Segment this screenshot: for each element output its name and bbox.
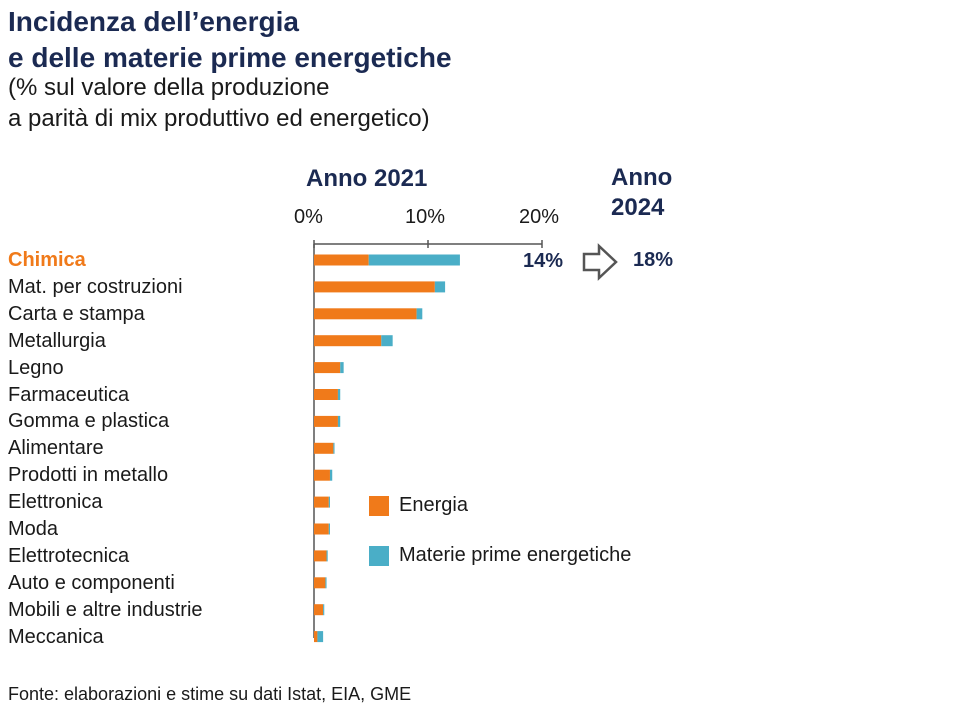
bar-materie — [337, 415, 341, 427]
bar-energia — [314, 389, 338, 400]
legend-label-energia: Energia — [399, 494, 468, 516]
category-label: Metallurgia — [8, 329, 106, 352]
chart-title: Incidenza dell’energia e delle materie p… — [8, 4, 452, 76]
bar-materie — [381, 335, 393, 347]
category-label: Mat. per costruzioni — [8, 275, 183, 298]
source-note: Fonte: elaborazioni e stime su dati Ista… — [8, 684, 412, 704]
bar-energia — [314, 631, 318, 643]
category-label: Auto e componenti — [8, 571, 175, 594]
category-label: Elettrotecnica — [8, 544, 130, 567]
bars-group — [314, 254, 460, 643]
bar-energia — [314, 415, 338, 427]
category-label: Carta e stampa — [8, 302, 145, 325]
bar-materie — [368, 254, 460, 266]
bar-materie — [416, 308, 423, 320]
bar-energia — [314, 604, 324, 616]
header-2024-line-1: Anno — [611, 164, 673, 191]
legend-label-materie: Materie prime energetiche — [399, 544, 632, 566]
x-tick-label: 0% — [294, 206, 323, 228]
bar-energia — [314, 577, 326, 589]
bar-energia — [314, 550, 327, 562]
bar-energia — [314, 523, 329, 535]
bar-materie — [325, 577, 327, 589]
bar-energia — [314, 281, 435, 293]
value-2024: 18% — [633, 249, 674, 271]
bar-materie — [323, 604, 325, 616]
category-label: Gomma e plastica — [8, 410, 170, 433]
chart-subtitle: (% sul valore della produzione a parità … — [8, 72, 430, 134]
category-label: Legno — [8, 356, 64, 379]
header-2021: Anno 2021 — [306, 165, 428, 192]
bar-energia — [314, 308, 417, 320]
value-2021: 14% — [523, 250, 564, 272]
bar-materie — [328, 523, 330, 535]
title-line-2: e delle materie prime energetiche — [8, 42, 452, 73]
bar-energia — [314, 496, 329, 508]
category-label: Mobili e altre industrie — [8, 598, 203, 621]
category-label: Prodotti in metallo — [8, 464, 169, 487]
x-tick-label: 10% — [405, 206, 446, 228]
legend-item-materie: Materie prime energetiche — [369, 544, 631, 567]
bar-energia — [314, 469, 330, 481]
subtitle-line-2: a parità di mix produttivo ed energetico… — [8, 105, 430, 132]
bar-materie — [329, 469, 333, 481]
bar-materie — [340, 362, 344, 374]
bar-materie — [328, 496, 330, 508]
category-label: Elettronica — [8, 491, 103, 514]
legend-item-energia: Energia — [369, 494, 468, 517]
bar-energia — [314, 442, 334, 454]
bar-energia — [314, 335, 382, 347]
bar-energia — [314, 362, 341, 374]
bar-materie — [333, 442, 335, 454]
legend-swatch-materie — [369, 545, 389, 566]
category-label: Chimica — [8, 249, 86, 271]
header-2024-line-2: 2024 — [611, 194, 665, 221]
category-label: Farmaceutica — [8, 383, 130, 406]
category-label: Alimentare — [8, 437, 104, 460]
bar-materie — [326, 550, 328, 562]
subtitle-line-1: (% sul valore della produzione — [8, 74, 330, 101]
bar-materie — [337, 389, 341, 400]
header-2024: Anno 2024 — [611, 163, 672, 223]
arrow-right-icon — [582, 243, 618, 281]
category-label: Moda — [8, 518, 59, 540]
x-tick-label: 20% — [519, 206, 560, 228]
legend-swatch-energia — [369, 495, 389, 516]
bar-materie — [317, 631, 324, 643]
bar-energia — [314, 254, 369, 266]
title-line-1: Incidenza dell’energia — [8, 6, 299, 37]
category-label: Meccanica — [8, 625, 104, 648]
bar-materie — [434, 281, 446, 293]
